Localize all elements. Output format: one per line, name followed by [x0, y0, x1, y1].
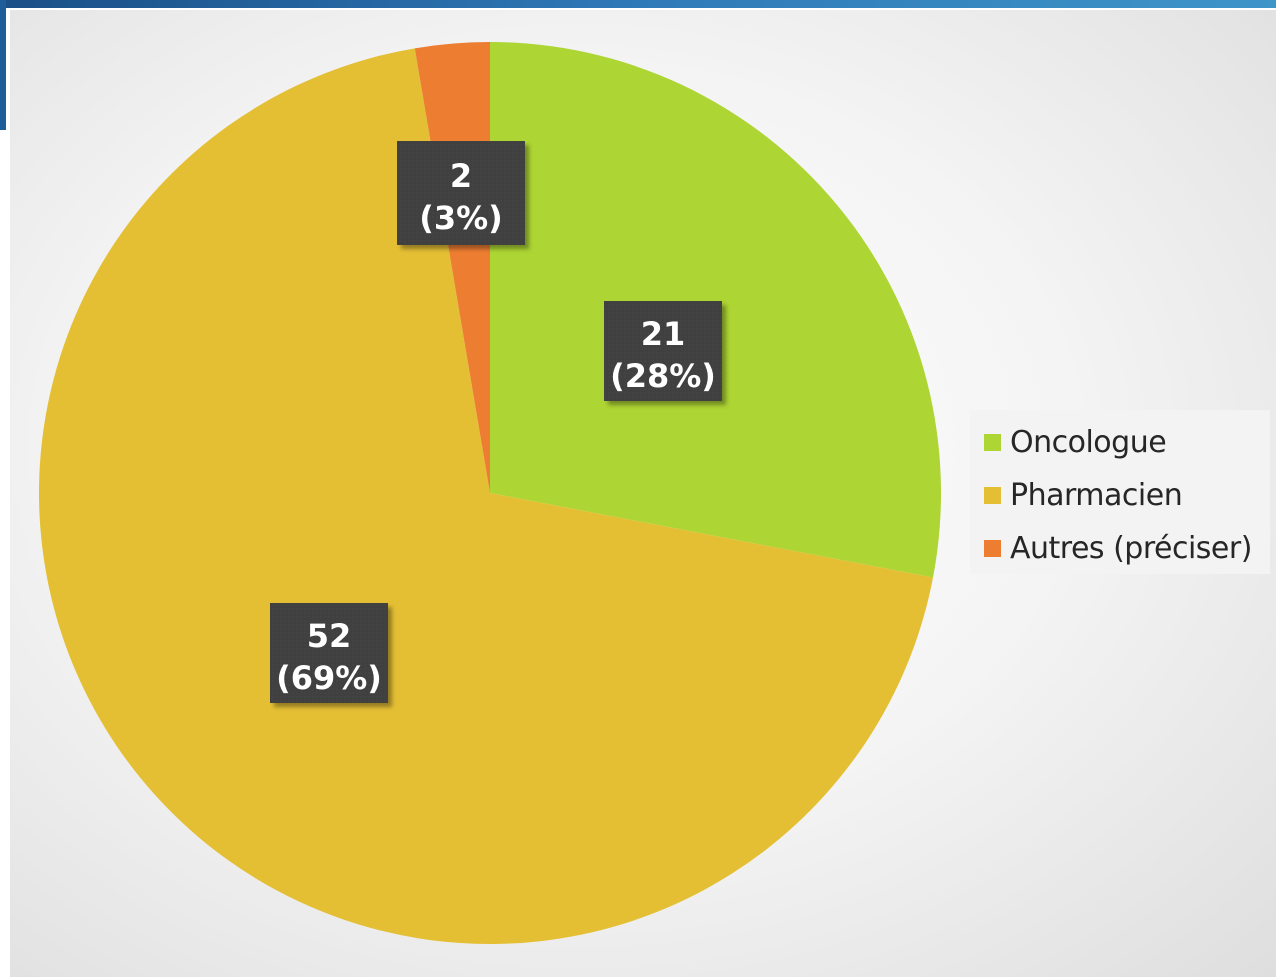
data-label-box-autres: [397, 141, 525, 245]
chart-legend: Oncologue Pharmacien Autres (préciser): [970, 410, 1270, 574]
data-label-pharmacien: 52 (69%): [270, 603, 388, 703]
data-label-value-oncologue: 21: [641, 315, 686, 353]
legend-item-autres: Autres (préciser): [984, 528, 1252, 568]
legend-swatch-pharmacien: [984, 486, 1001, 504]
data-label-value-autres: 2: [450, 157, 472, 195]
pie-slice-pharmacien: [38, 48, 934, 944]
legend-label-pharmacien: Pharmacien: [1010, 477, 1183, 513]
data-label-oncologue: 21 (28%): [604, 301, 722, 401]
data-label-box-pharmacien: [270, 603, 388, 703]
data-label-percent-pharmacien: (69%): [276, 659, 382, 697]
data-label-box-oncologue: [604, 301, 722, 401]
data-label-autres: 2 (3%): [397, 141, 525, 245]
legend-item-pharmacien: Pharmacien: [984, 475, 1183, 515]
legend-item-oncologue: Oncologue: [984, 422, 1167, 462]
legend-swatch-autres: [984, 539, 1001, 557]
legend-swatch-oncologue: [984, 433, 1001, 451]
data-label-percent-autres: (3%): [419, 199, 503, 237]
legend-label-oncologue: Oncologue: [1010, 424, 1167, 460]
data-label-value-pharmacien: 52: [307, 617, 352, 655]
left-accent-band: [0, 0, 6, 130]
data-label-percent-oncologue: (28%): [610, 357, 716, 395]
top-accent-band: [0, 0, 1276, 8]
legend-label-autres: Autres (préciser): [1010, 530, 1252, 566]
